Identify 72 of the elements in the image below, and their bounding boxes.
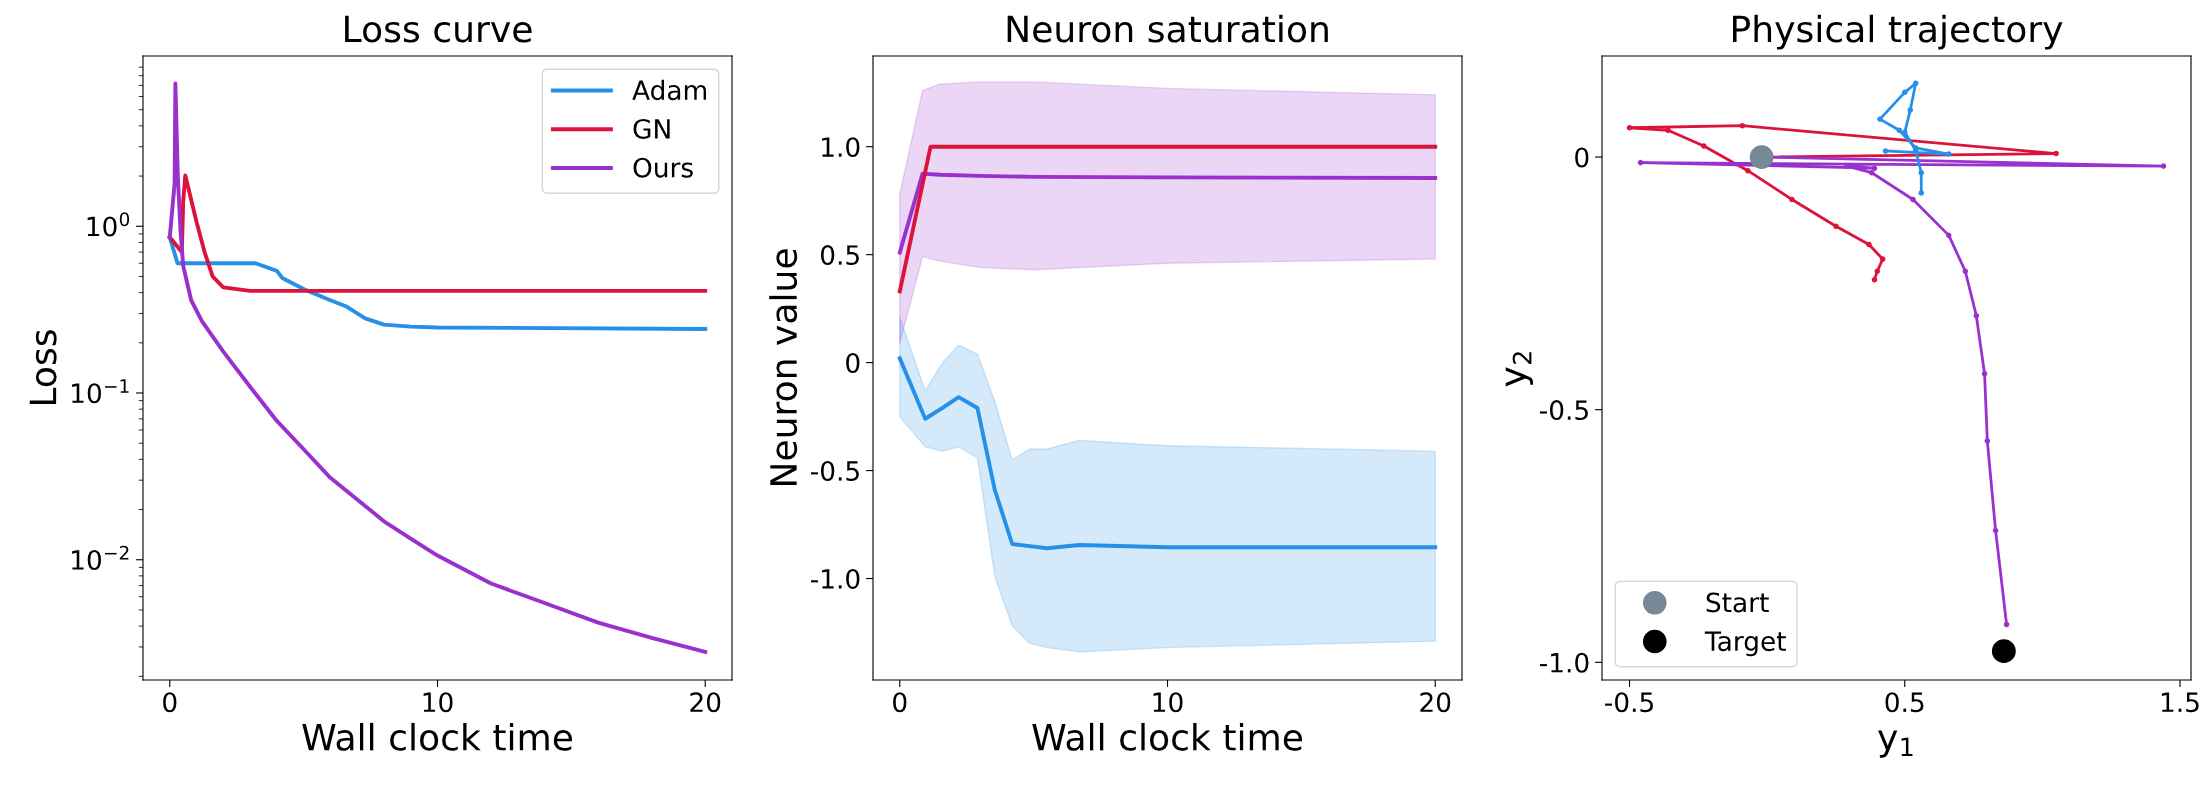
- point: [1882, 148, 1889, 154]
- point: [1910, 196, 1916, 203]
- y-tick-label: -0.5: [1540, 400, 1588, 421]
- point: [1907, 107, 1914, 113]
- point: [1868, 169, 1875, 176]
- point: [1946, 232, 1952, 239]
- legend-label: Start: [1706, 592, 1769, 613]
- point: [1626, 124, 1633, 131]
- y-tick-label: -1.0: [811, 568, 860, 589]
- y-axis-title: Loss: [29, 330, 57, 405]
- point: [1973, 312, 1980, 319]
- point: [1701, 143, 1707, 149]
- x-tick-label: 20: [1420, 692, 1451, 713]
- x-tick-label: 1.5: [2161, 692, 2199, 713]
- point: [2160, 163, 2167, 169]
- point: [1962, 268, 1969, 275]
- point: [1877, 116, 1883, 122]
- point: [1912, 80, 1919, 87]
- y-tick-label: 0.5: [820, 245, 859, 266]
- x-axis-title: Wall clock time: [302, 722, 573, 751]
- legend-label: Target: [1704, 631, 1786, 657]
- legend-label: GN: [633, 118, 670, 139]
- legend-label: Adam: [632, 79, 707, 101]
- y-tick-label: 10$^{−2}$: [72, 545, 129, 570]
- line-series: [167, 81, 708, 654]
- y-tick-label: -0.5: [811, 461, 859, 481]
- line-series: [897, 171, 1438, 255]
- point: [1665, 127, 1671, 134]
- point: [1984, 438, 1991, 444]
- point: [1739, 122, 1746, 129]
- y-axis-title: Neuron value: [769, 249, 798, 486]
- point: [1918, 190, 1925, 196]
- chart-title: Loss curve: [345, 15, 532, 43]
- point: [1896, 127, 1903, 134]
- y-tick-label: 1.0: [822, 137, 860, 158]
- point: [1874, 268, 1881, 275]
- y-tick-label: 10$^{−1}$: [72, 379, 129, 404]
- y-tick-label: 10$^{0}$: [87, 212, 130, 237]
- y-tick-label: 0: [1575, 147, 1589, 168]
- point: [1749, 145, 1774, 169]
- point: [1981, 371, 1988, 377]
- x-tick-label: 20: [690, 692, 721, 713]
- point: [1745, 167, 1751, 174]
- x-tick-label: 10: [1153, 692, 1183, 713]
- point: [1789, 196, 1795, 203]
- y-axis-title: y$_{2}$: [1505, 352, 1533, 387]
- point: [1901, 89, 1908, 96]
- point: [1871, 165, 1878, 171]
- x-tick-label: 0: [893, 692, 907, 713]
- point: [2003, 621, 2010, 628]
- y-tick-label: -1.0: [1540, 652, 1589, 673]
- point: [1871, 277, 1878, 283]
- x-axis-title: y$_{1}$: [1878, 730, 1913, 758]
- point: [1637, 159, 1644, 166]
- line-series: [897, 356, 1438, 551]
- point: [2053, 150, 2059, 157]
- legend-label: Ours: [633, 157, 693, 178]
- x-tick-label: 0: [163, 692, 177, 713]
- point: [1992, 527, 1999, 534]
- x-tick-label: 0.5: [1885, 692, 1924, 713]
- point: [1946, 151, 1952, 157]
- y-tick-label: 0: [846, 353, 860, 373]
- x-axis-title: Wall clock time: [1032, 722, 1303, 751]
- point: [1833, 223, 1839, 230]
- chart-title: Physical trajectory: [1733, 14, 2063, 50]
- x-tick-label: 10: [423, 692, 453, 713]
- point: [1918, 169, 1925, 176]
- point: [1866, 241, 1872, 248]
- point: [1879, 256, 1886, 262]
- x-tick-label: -0.5: [1605, 692, 1653, 713]
- chart-title: Neuron saturation: [1007, 14, 1328, 43]
- point: [1991, 639, 2016, 664]
